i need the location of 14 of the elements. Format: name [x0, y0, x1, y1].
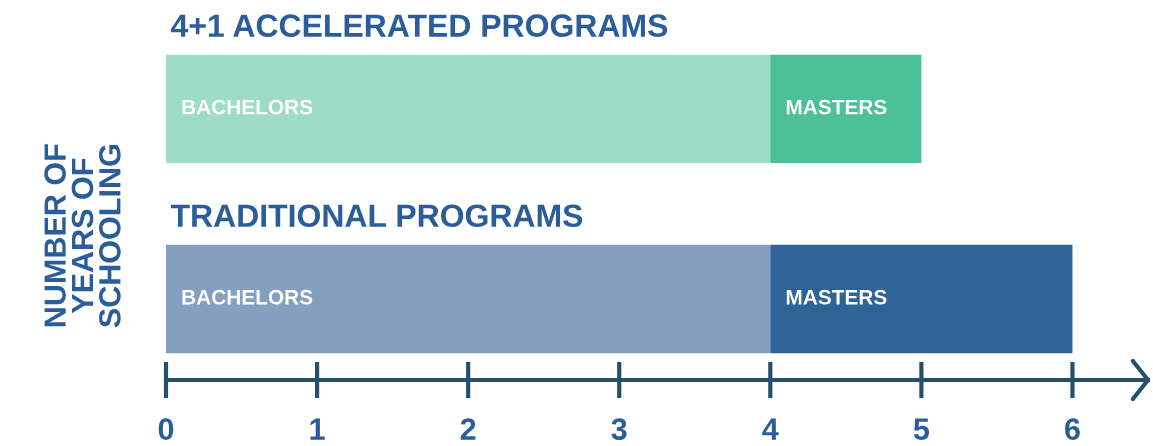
y-tick-label: 4+1 ACCELERATED PROGRAMS	[171, 14, 668, 37]
y-axis-title: NUMBER OF YEARS OF SCHOOLING	[44, 144, 121, 328]
series-label: BACHELORS	[182, 99, 313, 115]
text: MASTERS	[786, 289, 887, 305]
x-tick-label: 3	[611, 418, 627, 440]
x-tick-label: 0	[158, 418, 174, 440]
x-tick-label: 5	[913, 418, 930, 440]
y-tick-label: TRADITIONAL PROGRAMS	[170, 204, 583, 228]
x-tick-label: 1	[310, 418, 325, 440]
x-tick-label: 2	[460, 418, 476, 440]
text: BACHELORS	[182, 289, 313, 305]
series-label: MASTERS	[786, 99, 887, 115]
x-tick-label: 4	[762, 418, 779, 440]
x-tick-label: 6	[1065, 418, 1080, 440]
